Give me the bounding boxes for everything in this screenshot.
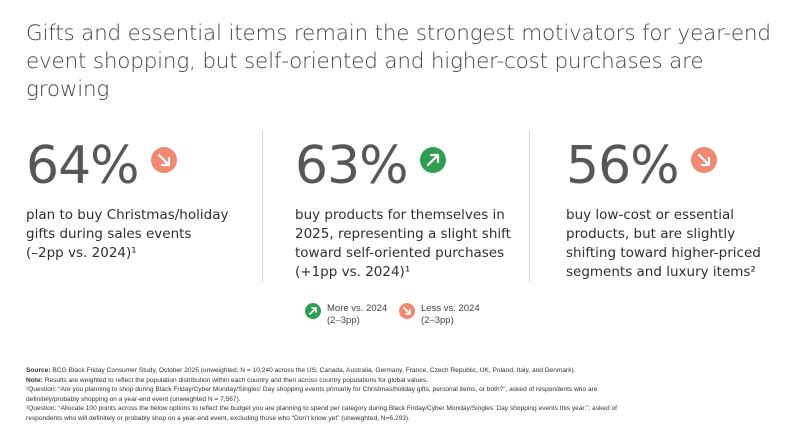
stat-value: 64% xyxy=(26,136,140,196)
source-text: BCG Black Friday Consumer Study, October… xyxy=(52,367,576,374)
footnote-2-cont: respondents who will definitely or proba… xyxy=(26,414,410,422)
desc-line: plan to buy Christmas/holiday xyxy=(26,207,229,223)
source-line: Source: BCG Black Friday Consumer Study,… xyxy=(26,366,786,376)
desc-line: 2025, representing a slight shift xyxy=(295,226,511,242)
footnote-1-cont: definitely/probably shopping on a year-e… xyxy=(26,395,241,403)
desc-line: (+1pp vs. 2024)¹ xyxy=(295,264,411,280)
note-line: Note: Results are weighted to reflect th… xyxy=(26,376,786,386)
footnote-2: ²Question: “Allocate 100 points across t… xyxy=(26,405,617,412)
legend-title: More vs. 2024 xyxy=(327,303,388,314)
stat-description: buy low-cost or essential products, but … xyxy=(566,206,761,282)
trend-down-icon xyxy=(151,147,178,173)
desc-line: (–2pp vs. 2024)¹ xyxy=(26,245,137,261)
legend-sub: (2–3pp) xyxy=(327,315,360,326)
desc-line: toward self-oriented purchases xyxy=(295,245,505,261)
footnotes: Source: BCG Black Friday Consumer Study,… xyxy=(26,366,786,423)
stat-value: 63% xyxy=(295,136,409,196)
legend-label: More vs. 2024 (2–3pp) xyxy=(327,303,387,327)
desc-line: buy products for themselves in xyxy=(295,207,505,223)
page-title: Gifts and essential items remain the str… xyxy=(26,21,771,102)
trend-down-icon xyxy=(691,147,718,173)
trend-up-icon xyxy=(420,147,447,173)
stat-description: buy products for themselves in 2025, rep… xyxy=(295,206,511,282)
trend-up-icon xyxy=(305,303,321,319)
desc-line: segments and luxury items² xyxy=(566,264,756,280)
desc-line: products, but are slightly xyxy=(566,226,736,242)
desc-line: gifts during sales events xyxy=(26,226,192,242)
desc-line: shifting toward higher-priced xyxy=(566,245,761,261)
note-text: Results are weighted to reflect the popu… xyxy=(44,376,429,384)
footnote-1: ¹Question: “Are you planning to shop dur… xyxy=(26,386,598,393)
stat-value: 56% xyxy=(566,136,680,196)
stat-block-self: 63% buy products for themselves in 2025,… xyxy=(295,138,511,282)
note-label: Note: xyxy=(26,376,43,384)
stat-description: plan to buy Christmas/holiday gifts duri… xyxy=(26,206,228,263)
legend-label: Less vs. 2024 (2–3pp) xyxy=(421,303,480,327)
stat-block-lowcost: 56% buy low-cost or essential products, … xyxy=(566,138,761,282)
source-label: Source: xyxy=(26,367,51,374)
legend-sub: (2–3pp) xyxy=(421,315,454,326)
trend-down-icon xyxy=(399,303,415,319)
column-divider xyxy=(262,130,263,282)
column-divider xyxy=(529,130,530,282)
desc-line: buy low-cost or essential xyxy=(566,207,735,223)
stat-block-gifts: 64% plan to buy Christmas/holiday gifts … xyxy=(26,138,228,263)
legend-title: Less vs. 2024 xyxy=(421,303,480,314)
